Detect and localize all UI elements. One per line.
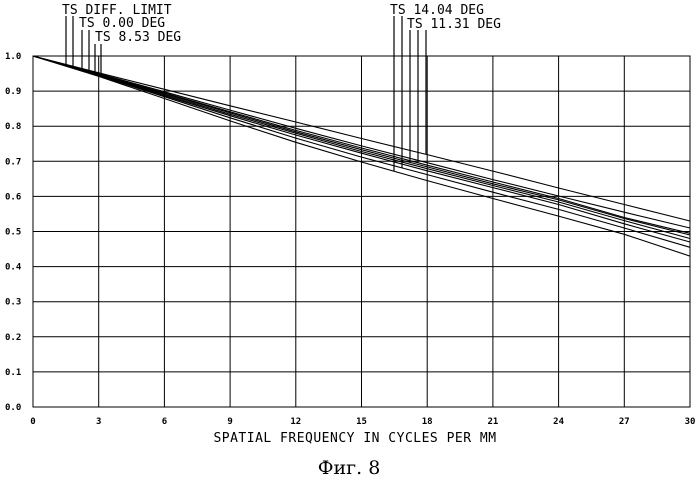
y-tick-label: 0.6 (5, 192, 21, 202)
y-tick-labels: 0.0 0.1 0.2 0.3 0.4 0.5 0.6 0.7 0.8 0.9 1.0 (5, 52, 22, 413)
x-tick-label: 6 (162, 417, 167, 427)
y-tick-label: 0.8 (5, 122, 21, 132)
x-tick-label: 18 (422, 417, 433, 427)
x-tick-label: 12 (290, 417, 301, 427)
legend-label-8-53-deg: TS 8.53 DEG (95, 30, 181, 45)
y-tick-label: 0.9 (5, 87, 21, 97)
figure-caption: Фиг. 8 (318, 457, 381, 479)
y-tick-label: 0.0 (5, 403, 21, 413)
plot-grid (33, 56, 690, 407)
x-tick-label: 15 (356, 417, 367, 427)
x-tick-label: 27 (619, 417, 630, 427)
x-tick-label: 24 (553, 417, 564, 427)
y-tick-label: 0.5 (5, 228, 21, 238)
legend-label-11-31-deg: TS 11.31 DEG (407, 17, 501, 32)
x-tick-label: 30 (685, 417, 696, 427)
y-tick-label: 0.2 (5, 333, 21, 343)
x-tick-label: 3 (96, 417, 101, 427)
y-tick-label: 0.7 (5, 157, 21, 167)
y-tick-label: 0.1 (5, 368, 21, 378)
x-tick-label: 21 (487, 417, 498, 427)
legend-label-0-00-deg: TS 0.00 DEG (79, 16, 165, 31)
y-tick-label: 0.4 (5, 263, 22, 273)
x-tick-label: 0 (30, 417, 35, 427)
legend-label-14-04-deg: TS 14.04 DEG (390, 3, 484, 18)
x-axis-title: SPATIAL FREQUENCY IN CYCLES PER MM (213, 431, 496, 446)
y-tick-label: 1.0 (5, 52, 21, 62)
x-tick-label: 9 (227, 417, 232, 427)
x-tick-labels: 0 3 6 9 12 15 18 21 24 27 30 (30, 417, 695, 427)
y-tick-label: 0.3 (5, 298, 21, 308)
